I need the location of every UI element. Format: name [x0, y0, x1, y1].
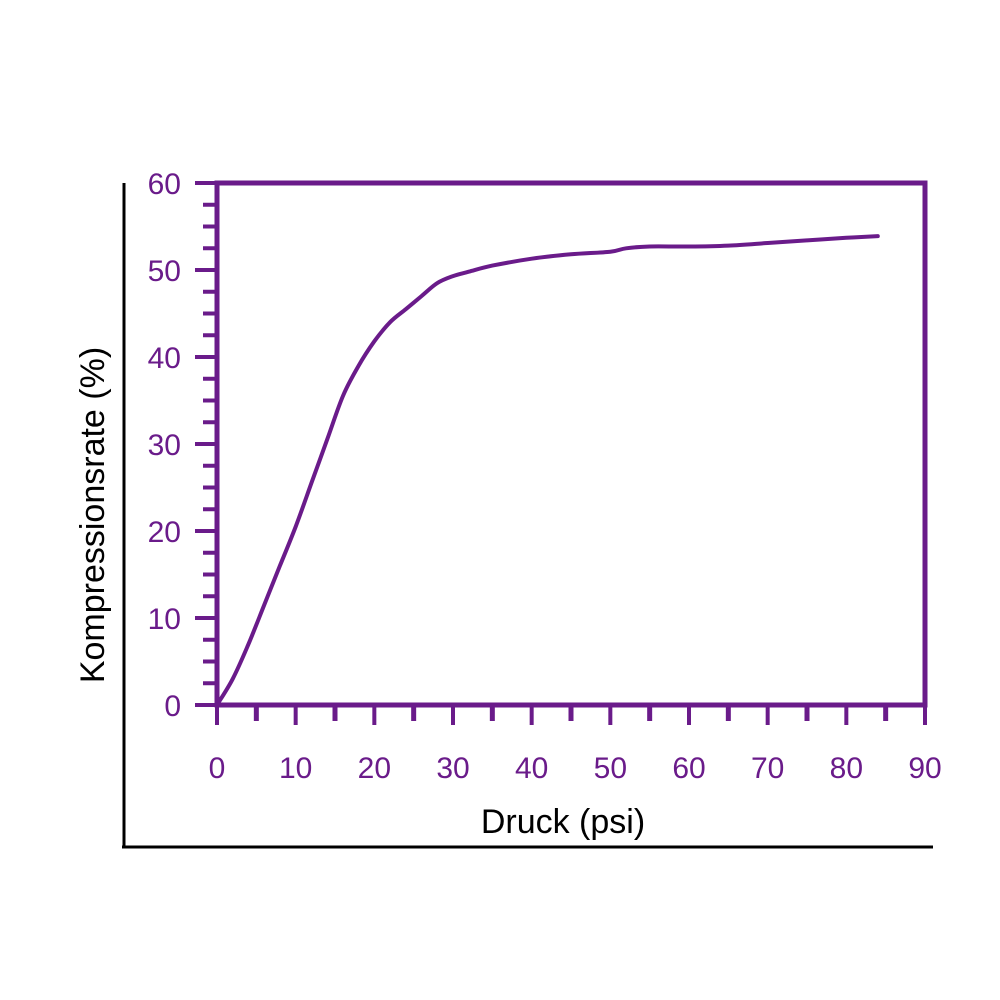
plot-border	[214, 180, 928, 708]
y-tick-label: 50	[148, 255, 181, 288]
y-tick-label: 60	[148, 168, 181, 201]
x-axis-title: Druck (psi)	[481, 803, 645, 841]
x-tick-label: 50	[594, 752, 627, 785]
x-tick-label: 80	[830, 752, 863, 785]
series-layer	[215, 234, 880, 707]
series-line	[215, 234, 880, 707]
x-tick-label: 10	[279, 752, 312, 785]
x-tick-label: 20	[358, 752, 391, 785]
y-tick-label: 40	[148, 342, 181, 375]
plot-frame	[214, 180, 928, 708]
ticks	[195, 181, 927, 725]
x-tick-label: 90	[908, 752, 941, 785]
y-tick-label: 0	[164, 690, 181, 723]
x-tick-label: 60	[672, 752, 705, 785]
y-tick-label: 30	[148, 429, 181, 462]
x-tick-label: 0	[209, 752, 226, 785]
tick-labels: 0 10 20 30 40 50 60 70 80 90 0 10 20 30 40 50 60	[148, 168, 942, 785]
y-axis-title: Kompressionsrate (%)	[74, 347, 112, 683]
x-tick-label: 40	[515, 752, 548, 785]
outer-frame	[122, 183, 933, 849]
y-tick-label: 10	[148, 603, 181, 636]
y-tick-label: 20	[148, 516, 181, 549]
x-tick-label: 30	[436, 752, 469, 785]
x-tick-label: 70	[751, 752, 784, 785]
